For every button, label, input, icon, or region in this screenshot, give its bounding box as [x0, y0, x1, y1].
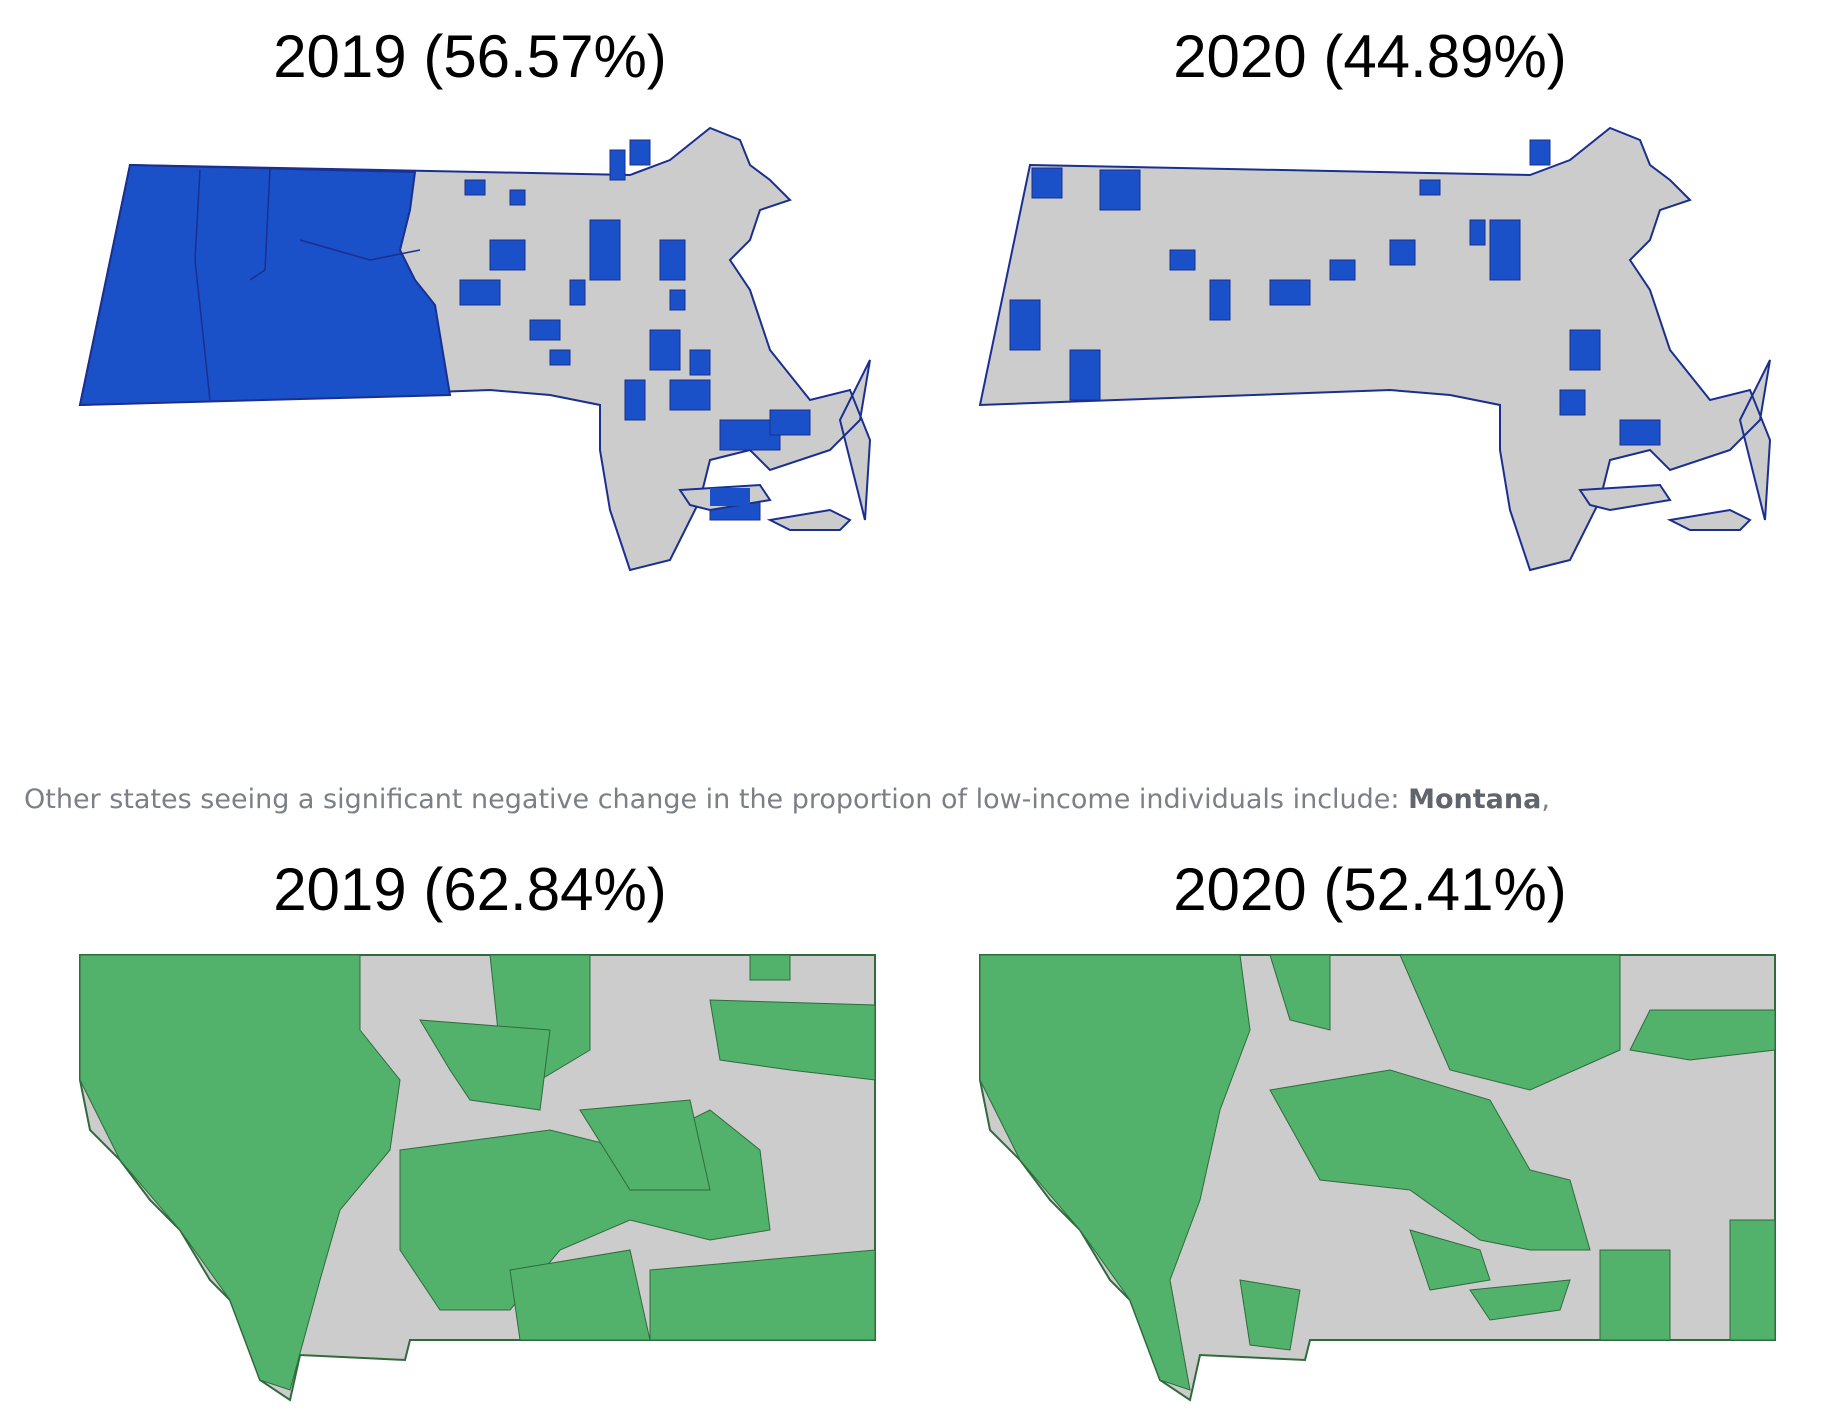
nantucket — [1666, 508, 1752, 531]
map-title-mt-2020: 2020 (52.41%) — [1173, 856, 1567, 923]
nantucket — [766, 508, 852, 531]
montana-map-2020 — [979, 954, 1776, 1402]
mt-2019-low-income-counties — [79, 954, 876, 1391]
massachusetts-outline — [978, 126, 1772, 572]
montana-map-2019 — [79, 954, 876, 1402]
massachusetts-map-2020 — [978, 126, 1772, 572]
ma-2019-low-income-tracts — [459, 139, 831, 531]
ma-2020-low-income-tracts — [1009, 139, 1731, 531]
massachusetts-map-2019 — [78, 126, 872, 572]
western-counties-region — [78, 163, 452, 407]
map-title-mt-2019: 2019 (62.84%) — [273, 856, 667, 923]
map-title-ma-2020: 2020 (44.89%) — [1173, 23, 1567, 90]
caption-bold-state: Montana — [1408, 784, 1542, 815]
map-title-ma-2019: 2019 (56.57%) — [273, 23, 667, 90]
caption-text: Other states seeing a significant negati… — [24, 784, 1550, 815]
marthas-vineyard — [1578, 483, 1672, 512]
mt-2020-low-income-counties — [979, 954, 1776, 1391]
